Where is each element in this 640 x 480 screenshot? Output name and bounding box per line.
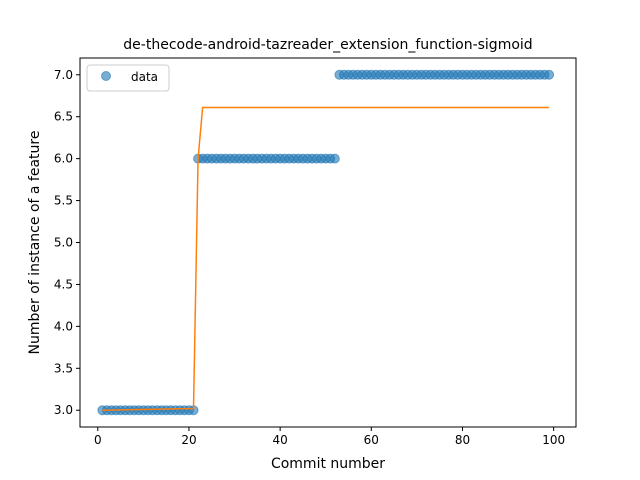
- y-tick-label: 7.0: [54, 68, 73, 82]
- plot-area: [97, 69, 555, 416]
- chart-title: de-thecode-android-tazreader_extension_f…: [123, 37, 532, 53]
- y-tick-label: 5.5: [54, 194, 73, 208]
- y-tick-label: 5.0: [54, 236, 73, 250]
- x-tick-label: 100: [542, 433, 565, 447]
- x-tick-label: 0: [94, 433, 102, 447]
- y-tick-label: 6.0: [54, 152, 73, 166]
- x-tick-label: 40: [272, 433, 287, 447]
- data-point: [544, 69, 555, 80]
- legend: data: [86, 64, 170, 92]
- x-tick-label: 80: [455, 433, 470, 447]
- y-tick-label: 4.5: [54, 277, 73, 291]
- y-tick-label: 4.0: [54, 319, 73, 333]
- x-tick-label: 20: [181, 433, 196, 447]
- y-tick-label: 3.0: [54, 403, 73, 417]
- legend-label-data: data: [131, 70, 158, 84]
- x-axis-label: Commit number: [271, 456, 385, 472]
- data-point: [329, 153, 340, 164]
- x-ticks: 0 20 40 60 80 100: [94, 427, 565, 447]
- fit-line: [102, 106, 550, 411]
- y-tick-label: 6.5: [54, 110, 73, 124]
- x-tick-label: 60: [364, 433, 379, 447]
- y-axis-label: Number of instance of a feature: [27, 131, 43, 355]
- legend-marker-data: [101, 71, 111, 81]
- y-tick-label: 3.5: [54, 361, 73, 375]
- y-ticks: 3.0 3.5 4.0 4.5 5.0 5.5 6.0 6.5 7.0: [54, 68, 80, 417]
